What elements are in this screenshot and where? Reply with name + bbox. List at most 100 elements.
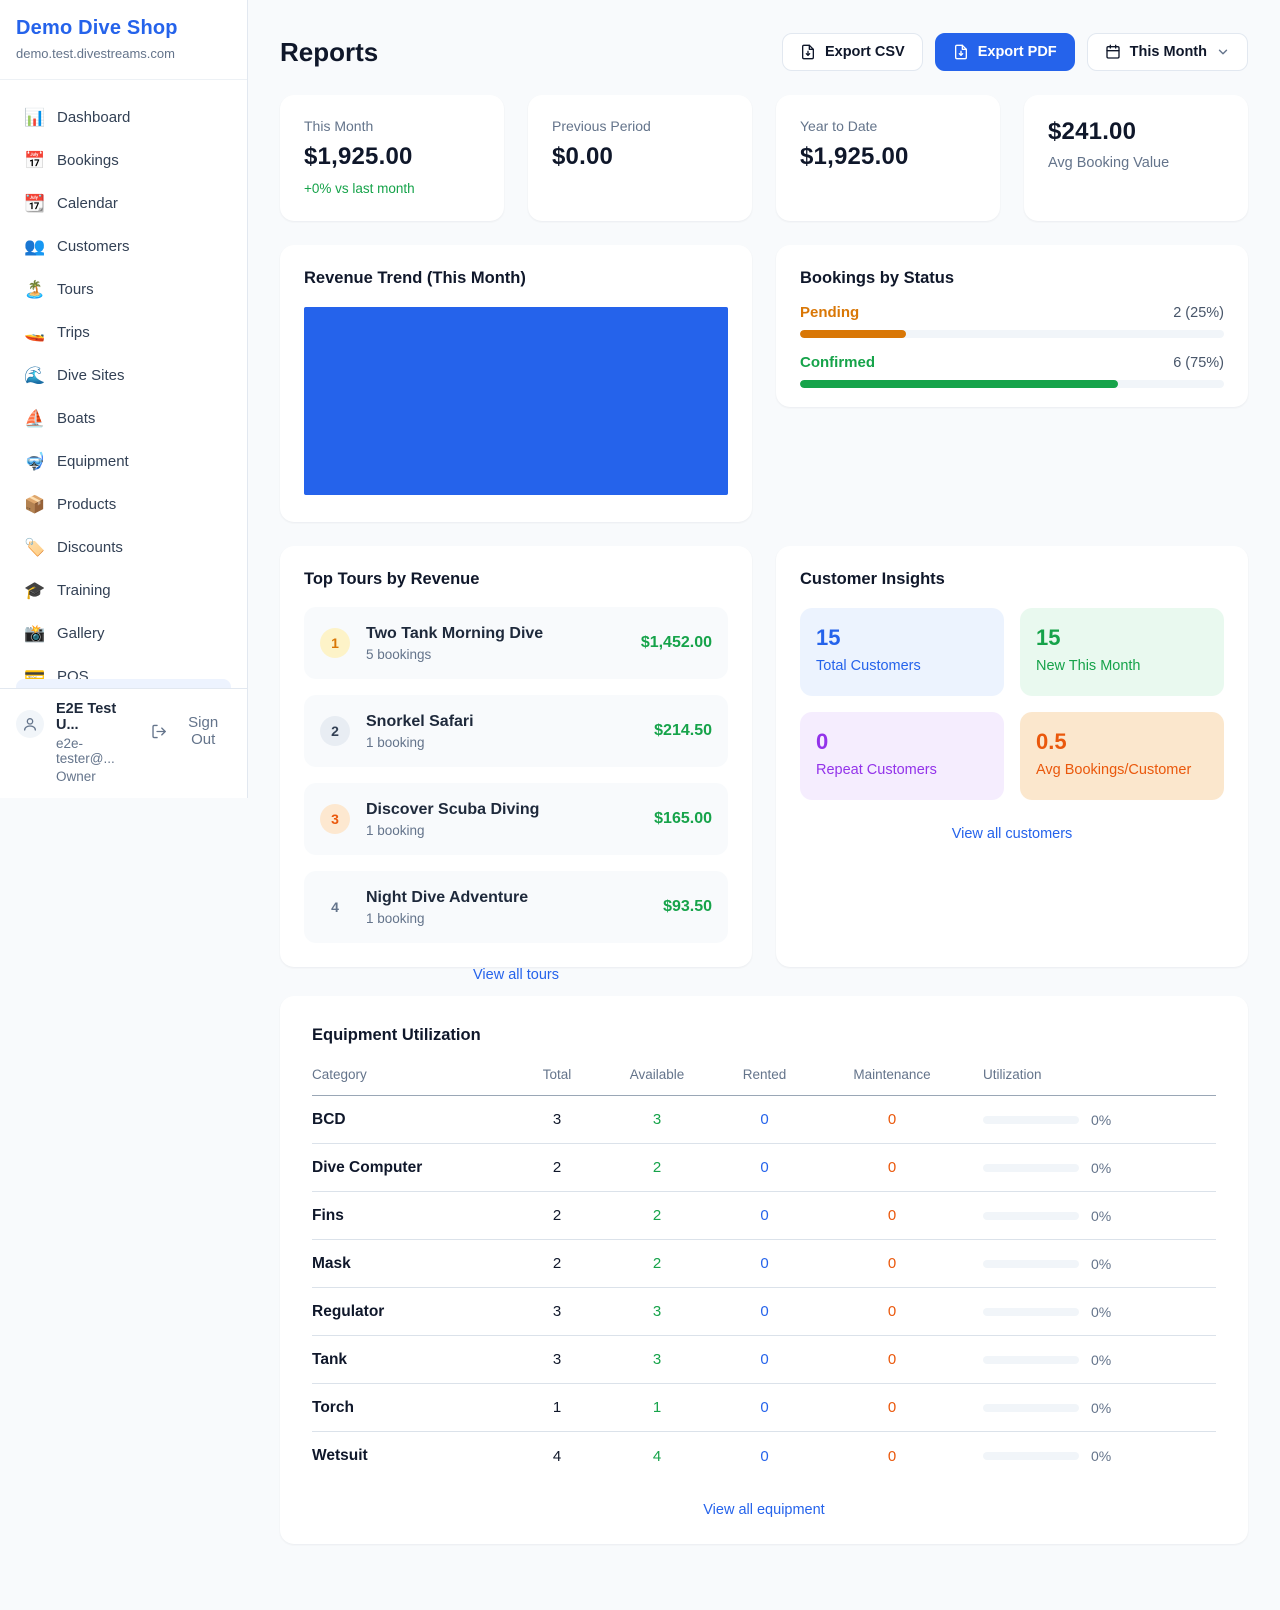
equipment-total: 1 [552, 1399, 562, 1416]
sidebar-item-dive-sites[interactable]: 🌊 Dive Sites [16, 356, 231, 394]
tile-label: New This Month [1036, 658, 1141, 674]
equipment-available: 3 [652, 1303, 662, 1320]
sidebar-item-boats[interactable]: ⛵ Boats [16, 399, 231, 437]
period-selector[interactable]: This Month [1086, 33, 1248, 71]
tour-name: Snorkel Safari [366, 712, 474, 730]
equipment-maintenance: 0 [887, 1447, 897, 1465]
bookings-by-status-card: Bookings by Status Pending 2 (25%) Confi… [776, 245, 1248, 407]
equipment-utilization-card: Equipment Utilization Category Total Ava… [280, 996, 1248, 1544]
utilization-percent: 0% [1091, 1159, 1112, 1176]
equipment-available: 4 [652, 1447, 662, 1465]
tear-off-calendar-icon: 📆 [24, 193, 46, 213]
sidebar-item-label: Gallery [57, 624, 105, 642]
avatar [16, 710, 44, 738]
view-all-equipment-link[interactable]: View all equipment [703, 1502, 825, 1518]
top-tours-title: Top Tours by Revenue [304, 570, 480, 588]
view-all-customers-link[interactable]: View all customers [951, 826, 1073, 842]
top-tours-card: Top Tours by Revenue 1 Two Tank Morning … [280, 546, 752, 983]
export-csv-button[interactable]: Export CSV [781, 33, 923, 71]
sidebar-item-bookings[interactable]: 📅 Bookings [16, 141, 231, 179]
sidebar-item-label: Training [57, 581, 111, 599]
tour-row: 3 Discover Scuba Diving 1 booking $165.0… [304, 783, 728, 855]
sidebar-item-discounts[interactable]: 🏷️ Discounts [16, 528, 231, 566]
equipment-category: BCD [312, 1110, 346, 1128]
equipment-rented: 0 [760, 1255, 769, 1272]
equipment-category: Fins [312, 1206, 344, 1224]
equipment-total: 3 [552, 1351, 562, 1368]
stat-value: $1,925.00 [800, 143, 909, 170]
period-selector-label: This Month [1129, 44, 1207, 60]
calendar-outline-icon [1106, 44, 1120, 59]
utilization-percent: 0% [1091, 1448, 1112, 1464]
col-category: Category [312, 1067, 367, 1082]
sign-out-button[interactable]: Sign Out [151, 714, 231, 748]
sidebar-item-gallery[interactable]: 📸 Gallery [16, 614, 231, 652]
export-pdf-button[interactable]: Export PDF [934, 33, 1075, 71]
sidebar-item-products[interactable]: 📦 Products [16, 485, 231, 523]
tour-row: 4 Night Dive Adventure 1 booking $93.50 [304, 871, 728, 943]
sidebar-item-training[interactable]: 🎓 Training [16, 571, 231, 609]
equipment-rented: 0 [760, 1399, 769, 1416]
sidebar-item-customers[interactable]: 👥 Customers [16, 227, 231, 265]
tour-row: 2 Snorkel Safari 1 booking $214.50 [304, 695, 728, 767]
rank-badge: 2 [320, 716, 350, 746]
sidebar-item-equipment[interactable]: 🤿 Equipment [16, 442, 231, 480]
sidebar-item-label: Equipment [57, 452, 129, 470]
equipment-maintenance: 0 [887, 1399, 897, 1416]
sidebar-item-label: POS [57, 667, 89, 680]
file-download-icon [801, 44, 814, 60]
equipment-utilization-cell: 0% [967, 1304, 1216, 1320]
stat-delta: +0% vs last month [304, 181, 415, 196]
person-icon [24, 718, 36, 731]
export-pdf-label: Export PDF [977, 44, 1057, 60]
sidebar-item-trips[interactable]: 🚤 Trips [16, 313, 231, 351]
status-label: Confirmed [800, 354, 875, 371]
status-count: 2 (25%) [1173, 305, 1224, 321]
equipment-maintenance: 0 [887, 1111, 897, 1128]
utilization-track [983, 1115, 1079, 1124]
user-role: Owner [56, 769, 96, 784]
sidebar-user-panel: E2E Test U... e2e-tester@... Owner Sign … [0, 688, 247, 798]
equipment-available: 2 [652, 1159, 662, 1176]
user-email: e2e-tester@... [56, 736, 115, 766]
page-header: Reports Export CSV Export PDF This Month [280, 33, 1248, 71]
sidebar-item-tours[interactable]: 🏝️ Tours [16, 270, 231, 308]
tour-bookings: 1 booking [366, 910, 425, 926]
equipment-category: Mask [312, 1254, 351, 1272]
table-row: Dive Computer 2 2 0 0 0% [312, 1144, 1216, 1192]
bookings-by-status-title: Bookings by Status [800, 269, 955, 287]
tour-bookings: 5 bookings [366, 646, 432, 662]
sidebar-item-label: Bookings [57, 151, 119, 169]
tour-revenue: $165.00 [654, 810, 712, 827]
tile-value: 0.5 [1036, 729, 1067, 754]
rank-badge: 1 [320, 628, 350, 658]
view-all-tours-link[interactable]: View all tours [473, 967, 559, 983]
equipment-rented: 0 [760, 1111, 769, 1128]
tour-revenue: $93.50 [663, 898, 712, 915]
equipment-available: 3 [652, 1351, 662, 1368]
package-icon: 📦 [24, 494, 46, 514]
stat-value: $241.00 [1048, 118, 1137, 145]
utilization-track [983, 1163, 1079, 1172]
col-utilization: Utilization [983, 1067, 1042, 1082]
revenue-trend-title: Revenue Trend (This Month) [304, 269, 526, 287]
tile-value: 15 [1036, 625, 1061, 650]
equipment-available: 3 [652, 1111, 662, 1128]
sidebar-item-calendar[interactable]: 📆 Calendar [16, 184, 231, 222]
sidebar-item-label: Dive Sites [57, 366, 125, 384]
utilization-percent: 0% [1091, 1399, 1112, 1416]
shop-name[interactable]: Demo Dive Shop [16, 17, 178, 39]
user-name: E2E Test U... [56, 701, 117, 733]
equipment-utilization-cell: 0% [967, 1112, 1216, 1128]
tile-label: Total Customers [816, 658, 921, 674]
sidebar-item-pos[interactable]: 💳 POS [16, 657, 231, 680]
tour-name: Night Dive Adventure [366, 888, 529, 906]
sidebar-item-dashboard[interactable]: 📊 Dashboard [16, 98, 231, 136]
sidebar-item-partial-highlight[interactable] [16, 679, 231, 688]
diving-mask-icon: 🤿 [24, 451, 46, 471]
equipment-utilization-cell: 0% [967, 1352, 1216, 1368]
sidebar-item-label: Discounts [57, 538, 123, 556]
sidebar-header: Demo Dive Shop demo.test.divestreams.com [0, 0, 247, 80]
equipment-total: 3 [552, 1303, 562, 1320]
equipment-utilization-cell: 0% [967, 1400, 1216, 1416]
